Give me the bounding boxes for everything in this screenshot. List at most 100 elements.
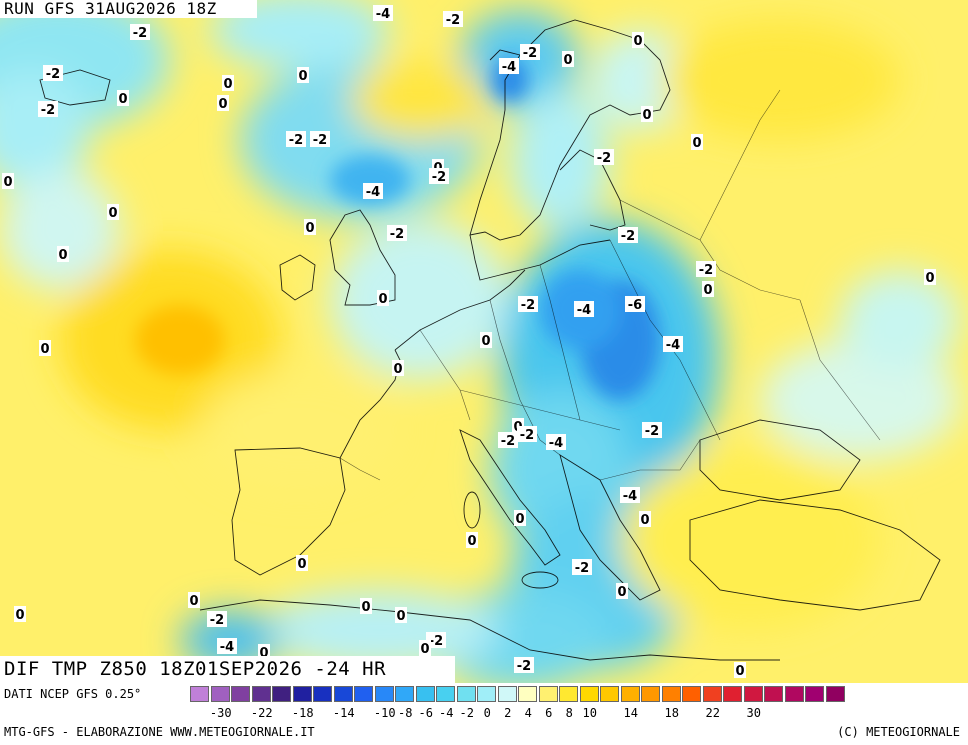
contour-label-bg <box>217 95 229 111</box>
contour-label: -6 <box>628 298 642 313</box>
contour-label-bg <box>616 583 628 599</box>
legend-tick-label: 4 <box>524 706 532 720</box>
contour-label-bg <box>618 227 638 243</box>
legend-tick-label: -30 <box>209 706 232 720</box>
contour-label: 0 <box>481 334 490 349</box>
contour-label-bg <box>520 44 540 60</box>
contour-label: 0 <box>118 92 127 107</box>
contour-label-bg <box>310 131 330 147</box>
legend-swatch <box>600 686 619 702</box>
legend-swatch <box>702 686 722 702</box>
footer: DATI NCEP GFS 0.25° -30 -22 -18 -14 -10 -8 -6-… <box>0 683 968 745</box>
contour-label: -4 <box>549 436 563 451</box>
legend-swatch <box>313 686 332 702</box>
legend-swatch <box>641 686 660 702</box>
contour-label: 0 <box>735 664 744 679</box>
contour-label-bg <box>387 225 407 241</box>
contour-label-bg <box>395 607 407 623</box>
contour-label-bg <box>572 559 592 575</box>
contour-label-bg <box>443 11 463 27</box>
legend-swatch <box>723 686 742 702</box>
legend-swatch <box>210 686 230 702</box>
legend-tick-label: 6 <box>545 706 553 720</box>
contour-label-bg <box>222 75 234 91</box>
contour-label-bg <box>14 606 26 622</box>
legend-tick-label: -6 <box>418 706 433 720</box>
contour-label: -2 <box>313 133 327 148</box>
contour-label: 0 <box>223 77 232 92</box>
contour-label: 0 <box>563 53 572 68</box>
contour-label-bg <box>517 426 537 442</box>
legend-tick-label: 0 <box>483 706 491 720</box>
contour-label: 0 <box>218 97 227 112</box>
contour-label-bg <box>480 332 492 348</box>
legend-tick-label: -2 <box>459 706 474 720</box>
contour-label-bg <box>514 510 526 526</box>
contour-label: -2 <box>501 434 515 449</box>
contour-label: 0 <box>108 206 117 221</box>
legend-tick-label: -4 <box>439 706 454 720</box>
legend-tick-label: 18 <box>664 706 679 720</box>
contour-label-bg <box>304 219 316 235</box>
legend-swatch <box>784 686 804 702</box>
contour-label-bg <box>632 32 644 48</box>
contour-label: -4 <box>220 640 234 655</box>
contour-label: -2 <box>429 634 443 649</box>
legend-swatch <box>497 686 517 702</box>
contour-label: -2 <box>645 424 659 439</box>
contour-label: 0 <box>3 175 12 190</box>
legend-swatch <box>764 686 783 702</box>
contour-label-bg <box>360 598 372 614</box>
legend-swatch <box>292 686 312 702</box>
contour-label: 0 <box>259 646 268 661</box>
contour-label: 0 <box>642 108 651 123</box>
contour-label-bg <box>419 640 431 656</box>
contour-label-bg <box>734 662 746 678</box>
contour-label: 0 <box>58 248 67 263</box>
contour-label-bg <box>39 340 51 356</box>
legend-ticks: -30 -22 -18 -14 -10 -8 -6 -4 -2 0 2 4 6 8 10 14 18 22 30 <box>190 706 968 722</box>
legend-swatch <box>354 686 373 702</box>
contour-label: -2 <box>446 13 460 28</box>
run-title: RUN GFS 31AUG2026 18Z <box>0 0 257 18</box>
contour-labels: -4-2-2-2-400-20000-20-2-20-200-2-400-2-2… <box>2 5 936 679</box>
legend-tick-label: 8 <box>565 706 573 720</box>
contour-label-bg <box>663 336 683 352</box>
contour-label-bg <box>377 290 389 306</box>
contour-label-bg <box>296 555 308 571</box>
contour-label: -2 <box>289 133 303 148</box>
contour-label: 0 <box>617 585 626 600</box>
contour-label-bg <box>130 24 150 40</box>
contour-label-bg <box>57 246 69 262</box>
contour-label-bg <box>217 638 237 654</box>
contour-label-bg <box>499 58 519 74</box>
contour-label: 0 <box>467 534 476 549</box>
legend-swatch <box>477 686 496 702</box>
legend-tick-label: -14 <box>332 706 355 720</box>
contour-label: 0 <box>15 608 24 623</box>
contour-label: -2 <box>621 229 635 244</box>
legend-tick-label: 2 <box>504 706 512 720</box>
contour-label-bg <box>286 131 306 147</box>
coastlines <box>39 19 941 661</box>
legend-swatch <box>579 686 599 702</box>
contour-label: 0 <box>393 362 402 377</box>
contour-label: -2 <box>390 227 404 242</box>
contour-label-bg <box>466 532 478 548</box>
contour-label-bg <box>207 611 227 627</box>
contour-label: 0 <box>305 221 314 236</box>
contour-label: 0 <box>420 642 429 657</box>
legend-swatch <box>251 686 271 702</box>
legend-swatch <box>661 686 681 702</box>
contour-label: -4 <box>666 338 680 353</box>
legend-swatch <box>620 686 640 702</box>
contour-label-bg <box>392 360 404 376</box>
contour-label-bg <box>625 296 645 312</box>
legend-swatch <box>518 686 537 702</box>
legend-swatch <box>559 686 578 702</box>
contour-label: -4 <box>623 489 637 504</box>
contour-label: -2 <box>523 46 537 61</box>
contour-label-bg <box>691 134 703 150</box>
contour-label: -2 <box>520 428 534 443</box>
contour-label: 0 <box>297 557 306 572</box>
